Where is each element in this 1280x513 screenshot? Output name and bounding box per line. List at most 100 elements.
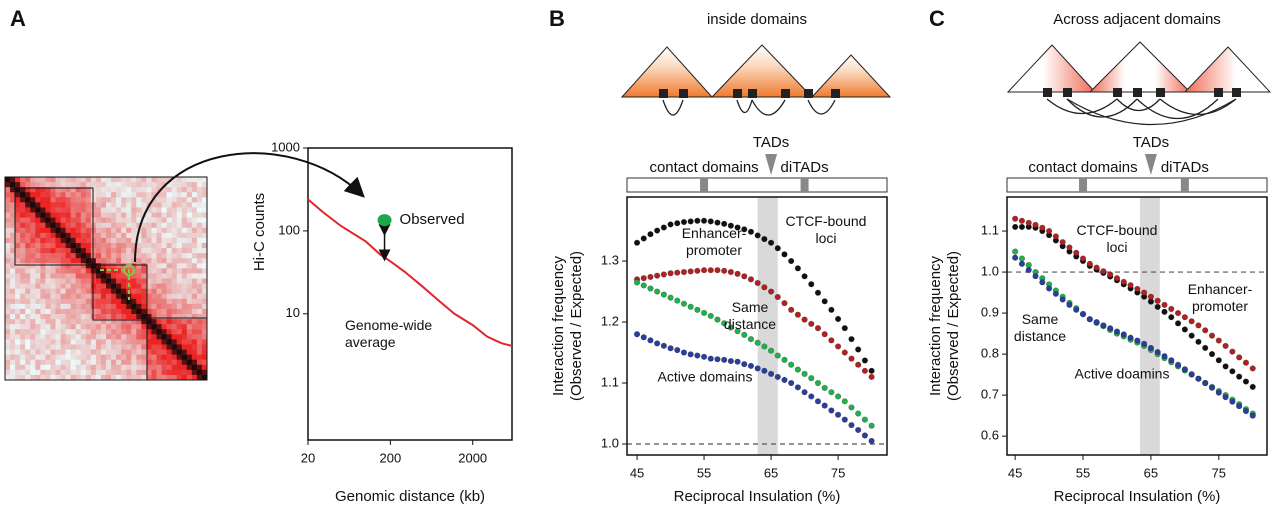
heatmap-cell — [136, 359, 142, 366]
data-point — [848, 336, 855, 343]
heatmap-cell — [116, 192, 122, 198]
heatmap-cell — [85, 202, 92, 208]
heatmap-cell — [121, 339, 127, 345]
heatmap-cell — [50, 187, 56, 193]
heatmap-cell — [201, 253, 208, 259]
heatmap-cell — [181, 263, 188, 269]
heatmap-cell — [45, 314, 51, 320]
heatmap-cell — [186, 253, 193, 259]
data-point — [1141, 340, 1148, 347]
data-point — [727, 268, 734, 276]
heatmap-cell — [65, 369, 71, 376]
heatmap-cell — [60, 334, 66, 340]
heatmap-cell — [141, 177, 147, 183]
heatmap-cell — [15, 288, 21, 295]
heatmap-cell — [25, 253, 31, 259]
heatmap-cell — [166, 308, 172, 315]
heatmap-cell — [121, 303, 127, 310]
heatmap-cell — [45, 177, 51, 183]
heatmap-cell — [5, 268, 11, 274]
heatmap-cell — [35, 187, 41, 193]
heatmap-cell — [186, 349, 193, 355]
heatmap-cell — [126, 374, 132, 381]
heatmap-cell — [25, 258, 31, 264]
heatmap-cell — [166, 187, 172, 193]
heatmap-cell — [20, 298, 26, 305]
heatmap-cell — [60, 278, 66, 284]
heatmap-cell — [20, 258, 26, 264]
heatmap-cell — [111, 227, 117, 234]
heatmap-cell — [181, 359, 188, 366]
heatmap-cell — [106, 374, 112, 381]
data-point — [667, 270, 674, 277]
heatmap-cell — [90, 258, 97, 264]
heatmap-cell — [116, 344, 122, 350]
heatmap-cell — [100, 303, 107, 310]
locus — [781, 89, 790, 98]
data-point — [821, 402, 828, 409]
heatmap-cell — [65, 364, 71, 371]
heatmap-cell — [146, 349, 152, 355]
heatmap-cell — [10, 349, 16, 355]
heatmap-cell — [141, 207, 147, 213]
heatmap-cell — [201, 207, 208, 213]
heatmap-cell — [156, 369, 162, 376]
heatmap-cell — [151, 192, 157, 198]
heatmap-cell — [90, 177, 97, 183]
y-tick-label: 0.8 — [981, 346, 999, 361]
heatmap-cell — [30, 212, 36, 218]
heatmap-cell — [196, 187, 203, 193]
heatmap-cell — [156, 242, 162, 249]
heatmap-cell — [75, 329, 82, 335]
heatmap-cell — [106, 314, 112, 320]
heatmap-cell — [95, 192, 102, 198]
heatmap-cell — [106, 227, 112, 234]
heatmap-cell — [90, 202, 97, 208]
heatmap-cell — [196, 182, 203, 188]
heatmap-cell — [45, 263, 51, 269]
heatmap-cell — [85, 339, 92, 345]
heatmap-cell — [50, 273, 56, 279]
heatmap-cell — [10, 314, 16, 320]
heatmap-cell — [55, 212, 61, 218]
heatmap-cell — [65, 253, 71, 259]
heatmap-cell — [50, 253, 56, 259]
heatmap-cell — [156, 187, 162, 193]
heatmap-cell — [201, 329, 208, 335]
heatmap-cell — [196, 349, 203, 355]
heatmap-cell — [156, 364, 162, 371]
heatmap-cell — [70, 324, 76, 330]
heatmap-cell — [136, 273, 142, 279]
heatmap-cell — [10, 217, 16, 223]
plot-frame — [1006, 196, 1268, 456]
heatmap-cell — [181, 232, 188, 239]
heatmap-cell — [5, 364, 11, 371]
heatmap-cell — [136, 202, 142, 208]
heatmap-cell — [10, 207, 16, 213]
heatmap-cell — [100, 349, 107, 355]
scale-marker — [1144, 154, 1157, 175]
heatmap-cell — [181, 192, 188, 198]
heatmap-cell — [55, 227, 61, 234]
heatmap-cell — [136, 314, 142, 320]
heatmap-cell — [75, 334, 82, 340]
heatmap-cell — [10, 334, 16, 340]
heatmap-cell — [201, 242, 208, 249]
heatmap-cell — [40, 354, 46, 360]
heatmap-cell — [40, 268, 46, 274]
heatmap-cell — [60, 344, 66, 350]
heatmap-cell — [100, 253, 107, 259]
heatmap-cell — [181, 329, 188, 335]
heatmap-cell — [181, 197, 188, 203]
data-point — [1181, 326, 1188, 333]
heatmap-cell — [25, 288, 31, 295]
observed-point — [377, 214, 392, 227]
heatmap-cell — [30, 349, 36, 355]
heatmap-cell — [40, 182, 46, 188]
heatmap-cell — [15, 314, 21, 320]
heatmap-cell — [85, 324, 92, 330]
heatmap-cell — [20, 339, 26, 345]
heatmap-cell — [166, 268, 172, 274]
heatmap-cell — [111, 197, 117, 203]
